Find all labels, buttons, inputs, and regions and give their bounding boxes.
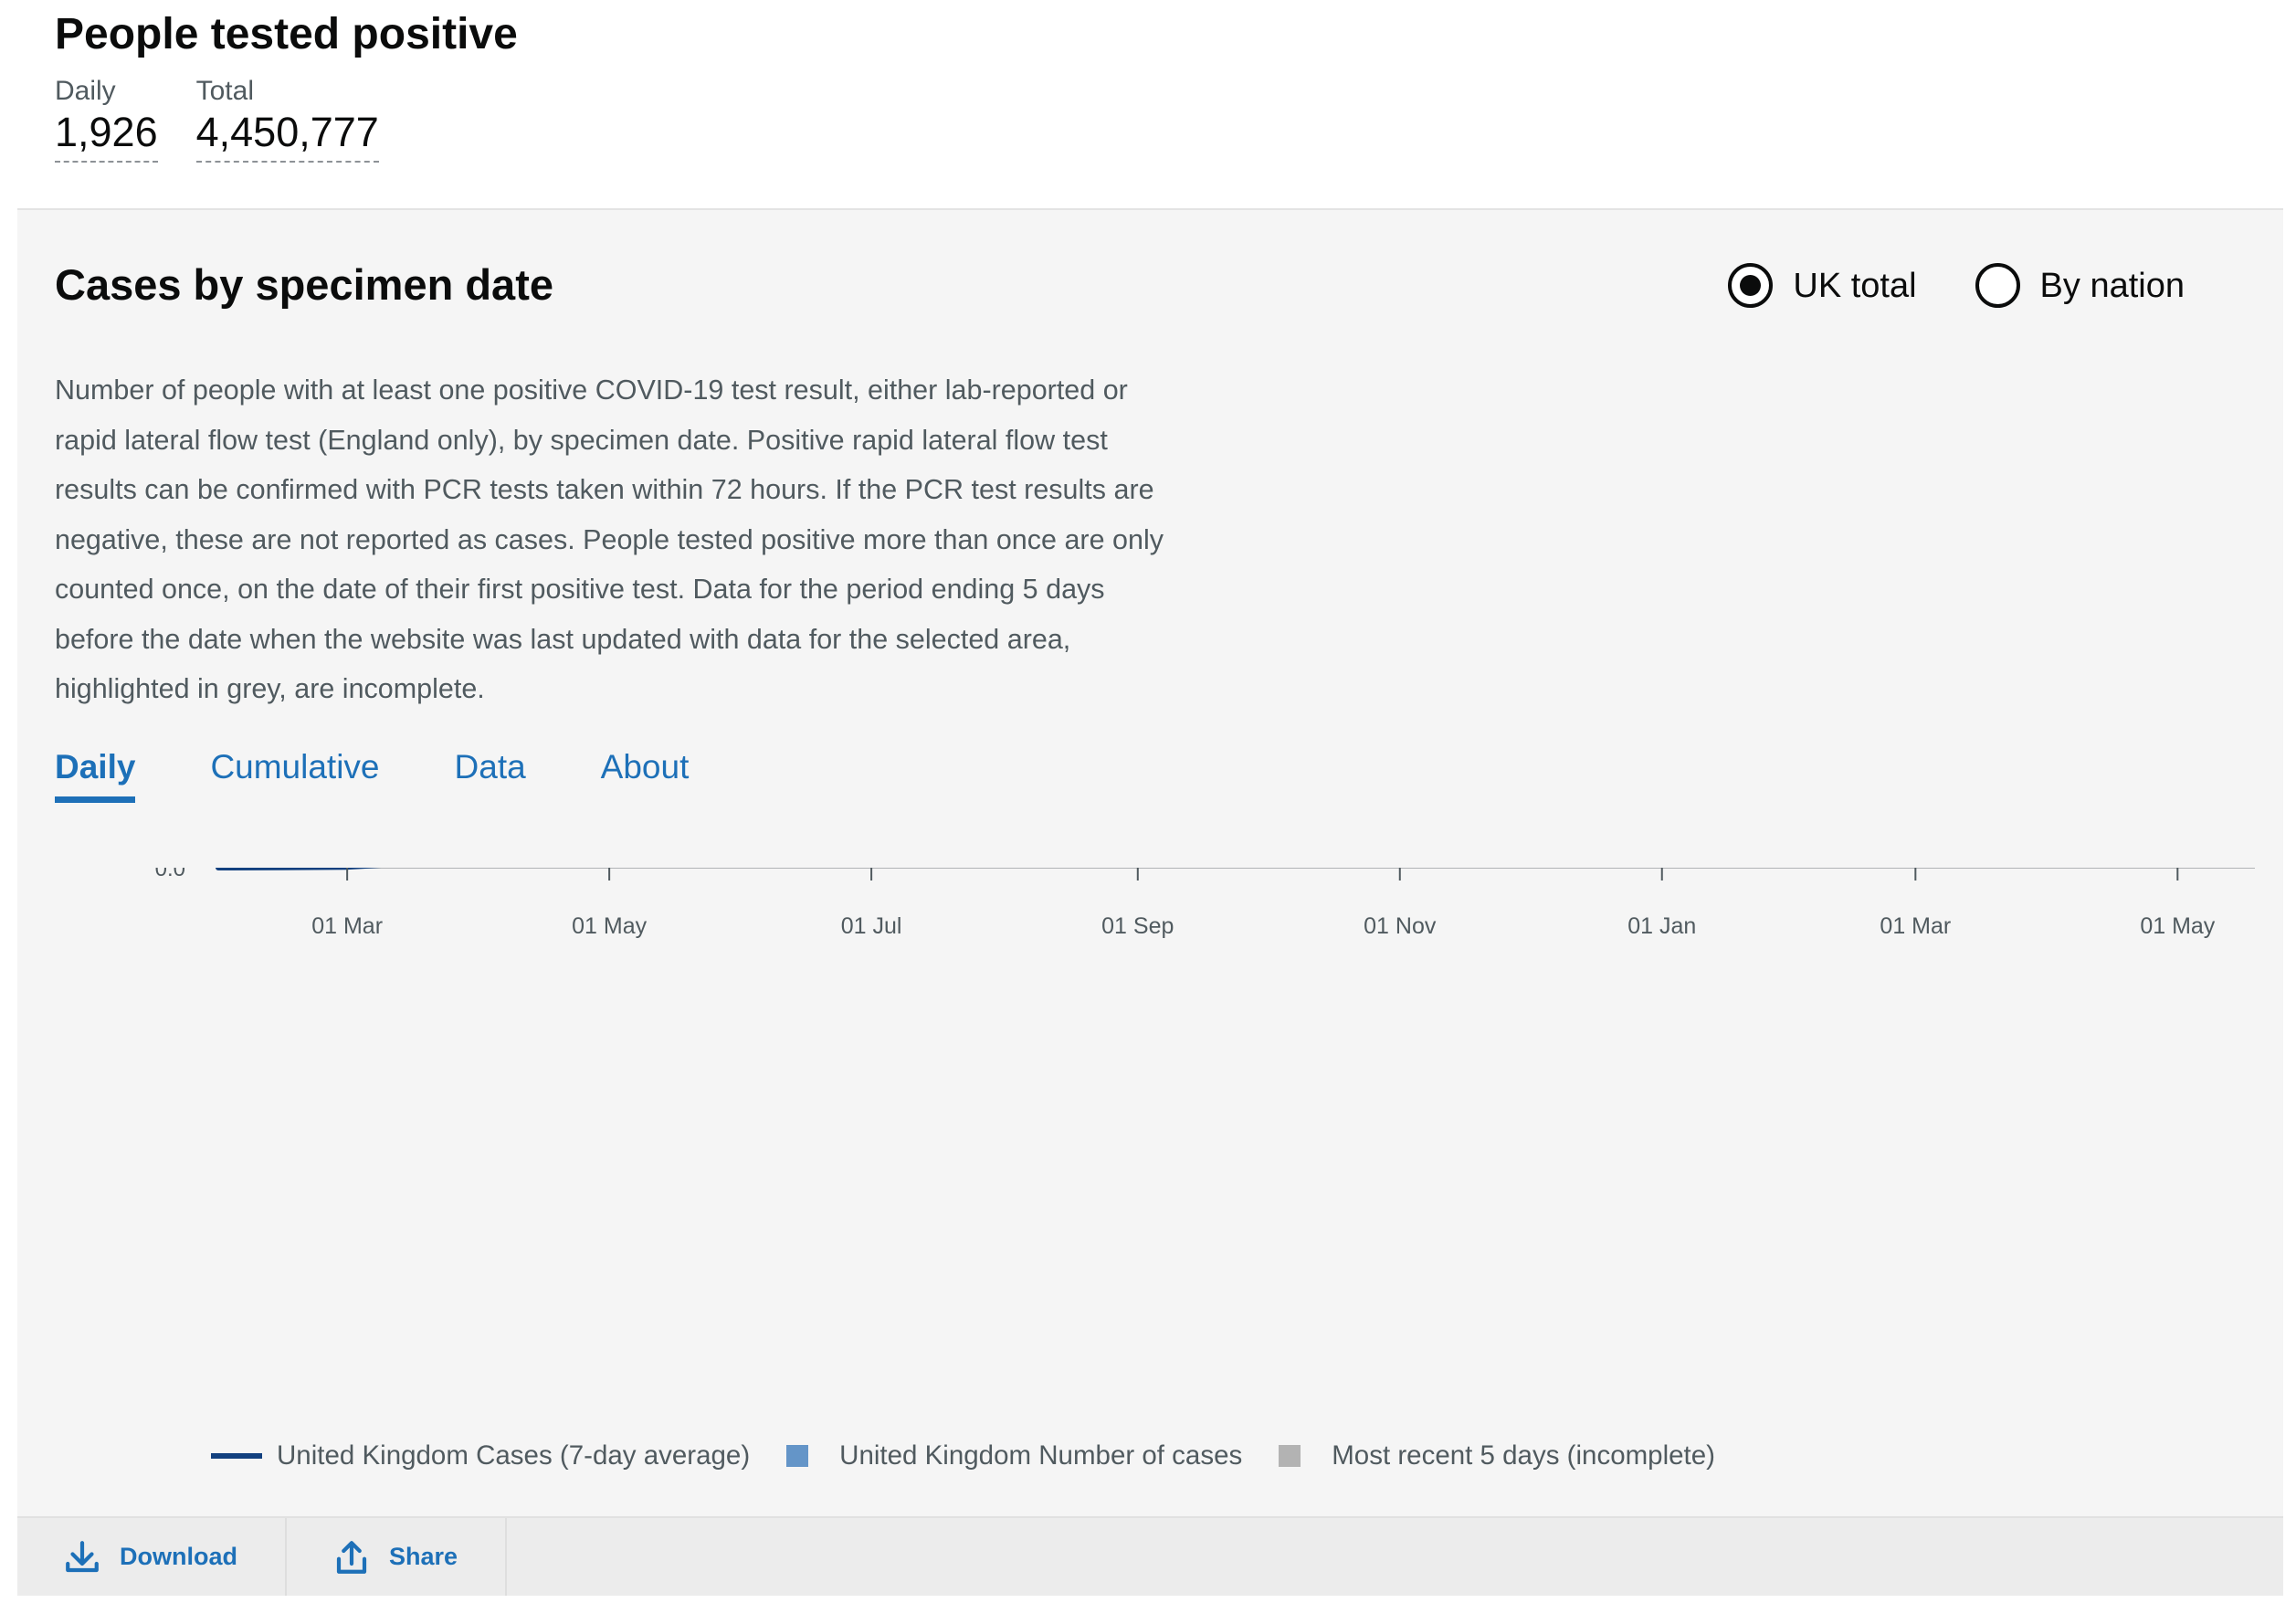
radio-checked-icon[interactable]: [1728, 263, 1774, 308]
x-tick-label: 01 Mar: [311, 913, 383, 939]
headline: People tested positive Daily 1,926 Total…: [55, 7, 694, 163]
page-title: People tested positive: [55, 10, 518, 58]
x-tick-label: 01 Jan: [1627, 913, 1696, 939]
tab-daily[interactable]: Daily: [55, 745, 136, 803]
legend-label-incomplete: Most recent 5 days (incomplete): [1332, 1440, 1715, 1471]
legend-bar-swatch: [786, 1445, 809, 1467]
total-label: Total: [195, 76, 254, 106]
headline-stats: Daily 1,926 Total 4,450,777: [55, 75, 694, 163]
legend-item-average: United Kingdom Cases (7-day average): [211, 1438, 750, 1474]
y-tick-label: 0.0: [155, 868, 185, 881]
card-footer: Download Share: [17, 1516, 2283, 1596]
legend-label-cases: United Kingdom Number of cases: [839, 1440, 1243, 1471]
x-tick-label: 01 Sep: [1101, 913, 1174, 939]
x-tick-label: 01 Mar: [1880, 913, 1951, 939]
chart-legend: United Kingdom Cases (7-day average) Uni…: [211, 1438, 1752, 1474]
tab-about[interactable]: About: [600, 748, 690, 786]
download-icon: [66, 1540, 99, 1572]
tab-cumulative[interactable]: Cumulative: [210, 748, 380, 786]
x-tick-label: 01 Nov: [1364, 913, 1437, 939]
card-title: Cases by specimen date: [55, 260, 553, 309]
legend-label-average: United Kingdom Cases (7-day average): [277, 1440, 751, 1471]
daily-stat: Daily 1,926: [55, 75, 158, 163]
legend-item-cases: United Kingdom Number of cases: [786, 1438, 1242, 1474]
daily-label: Daily: [55, 76, 116, 106]
legend-incomplete-swatch: [1279, 1445, 1301, 1467]
total-stat: Total 4,450,777: [195, 75, 379, 163]
share-icon: [336, 1540, 367, 1574]
card-description: Number of people with at least one posit…: [55, 374, 1164, 704]
share-button[interactable]: Share: [287, 1518, 508, 1596]
download-button[interactable]: Download: [17, 1518, 287, 1596]
radio-uk-total[interactable]: UK total: [1728, 263, 1917, 308]
legend-item-incomplete: Most recent 5 days (incomplete): [1279, 1438, 1715, 1474]
radio-by-nation[interactable]: By nation: [1975, 263, 2185, 308]
x-tick-label: 01 May: [572, 913, 647, 939]
tab-data[interactable]: Data: [454, 748, 526, 786]
radio-by-nation-label: By nation: [2039, 266, 2185, 305]
total-value[interactable]: 4,450,777: [195, 108, 379, 163]
daily-value[interactable]: 1,926: [55, 108, 158, 163]
x-tick-label: 01 Jul: [841, 913, 902, 939]
legend-line-swatch: [211, 1453, 262, 1459]
chart-tabs: Daily Cumulative Data About: [55, 745, 689, 803]
radio-unchecked-icon[interactable]: [1975, 263, 2020, 308]
radio-uk-total-label: UK total: [1793, 266, 1917, 305]
area-radio-group: UK total By nation: [1728, 263, 2185, 308]
chart-card: Cases by specimen date UK total By natio…: [17, 208, 2283, 1596]
x-tick-label: 01 May: [2140, 913, 2215, 939]
share-label: Share: [389, 1543, 458, 1570]
download-label: Download: [120, 1543, 237, 1570]
